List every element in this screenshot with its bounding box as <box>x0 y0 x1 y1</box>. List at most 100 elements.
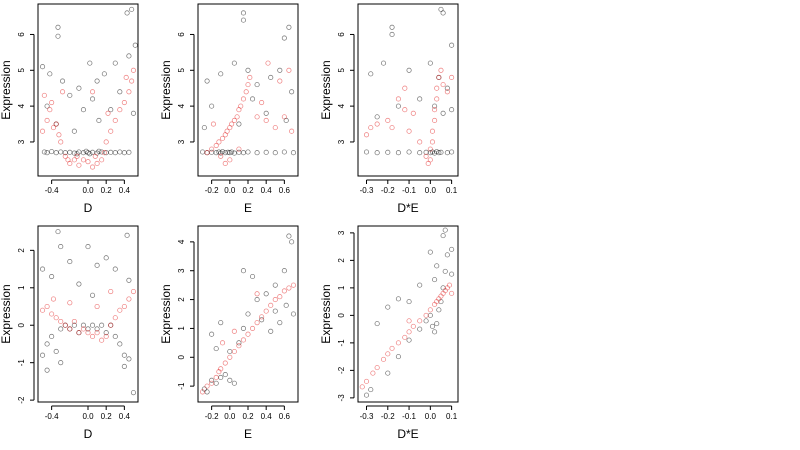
data-point <box>213 346 219 352</box>
data-point <box>108 288 114 295</box>
data-point <box>268 302 274 308</box>
data-point <box>89 89 96 95</box>
data-point <box>53 150 59 156</box>
data-point <box>80 326 87 332</box>
data-point <box>227 157 233 163</box>
data-point <box>374 150 380 156</box>
data-point <box>368 71 374 77</box>
data-point <box>231 328 237 334</box>
data-point <box>213 142 219 149</box>
data-point <box>368 125 374 131</box>
data-point <box>406 67 412 73</box>
data-point <box>417 150 423 156</box>
data-point <box>236 146 242 152</box>
data-point <box>229 121 235 127</box>
data-point <box>112 117 118 124</box>
data-point <box>440 110 446 116</box>
data-point <box>121 150 127 156</box>
data-point <box>277 294 283 300</box>
data-point <box>112 315 118 321</box>
x-tick-label: 0.4 <box>261 412 273 421</box>
y-tick-label: 4 <box>337 103 346 108</box>
y-axis-title: Expression <box>0 60 13 119</box>
data-point <box>105 110 111 116</box>
data-point <box>240 17 247 23</box>
data-point <box>85 330 91 336</box>
data-point <box>76 281 82 287</box>
y-axis-title: Expression <box>0 284 13 343</box>
data-point <box>402 334 408 340</box>
data-point <box>289 239 295 245</box>
data-point <box>442 268 448 274</box>
x-tick-label: -0.4 <box>45 412 59 421</box>
data-point <box>204 78 210 84</box>
data-point <box>209 331 215 337</box>
data-point <box>406 318 412 324</box>
data-point <box>406 329 412 335</box>
data-point <box>99 322 105 328</box>
data-point <box>429 323 436 329</box>
x-tick-label: 0.4 <box>119 412 131 421</box>
data-point <box>245 311 251 317</box>
data-point <box>49 311 55 317</box>
data-point <box>281 35 287 41</box>
data-point <box>236 343 242 349</box>
data-point <box>389 125 395 131</box>
series-black <box>199 10 297 156</box>
x-axis-title: D*E <box>397 201 418 215</box>
x-tick-label: 0.6 <box>279 186 291 195</box>
data-point <box>240 96 247 102</box>
data-point <box>222 160 228 167</box>
data-point <box>389 31 395 38</box>
y-tick-label: 1 <box>177 326 186 331</box>
data-point <box>62 153 68 159</box>
data-point <box>289 128 295 134</box>
data-point <box>74 153 80 159</box>
data-point <box>449 74 455 81</box>
y-tick-label: 2 <box>337 258 346 263</box>
plot-frame <box>357 3 459 177</box>
data-point <box>94 326 100 332</box>
y-axis-title: Expression <box>319 60 333 119</box>
data-point <box>385 117 391 124</box>
plot-frame <box>197 225 299 403</box>
data-point <box>130 288 137 295</box>
y-tick-label: 3 <box>177 268 186 273</box>
data-point <box>254 150 260 156</box>
data-point <box>368 387 374 393</box>
data-point <box>427 249 433 255</box>
data-point <box>434 85 440 91</box>
data-point <box>240 325 247 331</box>
data-point <box>395 150 401 156</box>
data-point <box>132 42 138 48</box>
data-point <box>370 370 376 376</box>
data-point <box>121 303 127 310</box>
y-tick-label: -1 <box>337 339 346 347</box>
data-point <box>231 348 237 355</box>
data-point <box>272 150 278 156</box>
data-point <box>49 149 55 155</box>
data-point <box>432 103 438 109</box>
data-point <box>395 296 401 302</box>
data-point <box>108 149 114 155</box>
data-point <box>449 149 455 155</box>
data-point <box>432 277 438 283</box>
x-tick-label: 0.4 <box>119 186 131 195</box>
data-point <box>231 150 237 156</box>
data-point <box>74 151 80 157</box>
data-point <box>67 259 73 265</box>
data-point <box>218 366 224 372</box>
data-point <box>247 74 253 81</box>
data-point <box>277 320 283 326</box>
data-point <box>417 282 423 288</box>
y-tick-label: 6 <box>177 32 186 37</box>
data-point <box>49 274 55 280</box>
data-point <box>94 262 100 268</box>
data-point <box>417 96 423 102</box>
scatter-panel-4: -0.4 0.0 0.2 0.4 -2 -1 0 1 2 D Expression <box>0 225 139 441</box>
y-tick-label: 1 <box>337 285 346 290</box>
data-point <box>436 74 442 81</box>
data-point <box>417 139 423 145</box>
data-point <box>126 296 132 302</box>
data-point <box>254 320 260 326</box>
